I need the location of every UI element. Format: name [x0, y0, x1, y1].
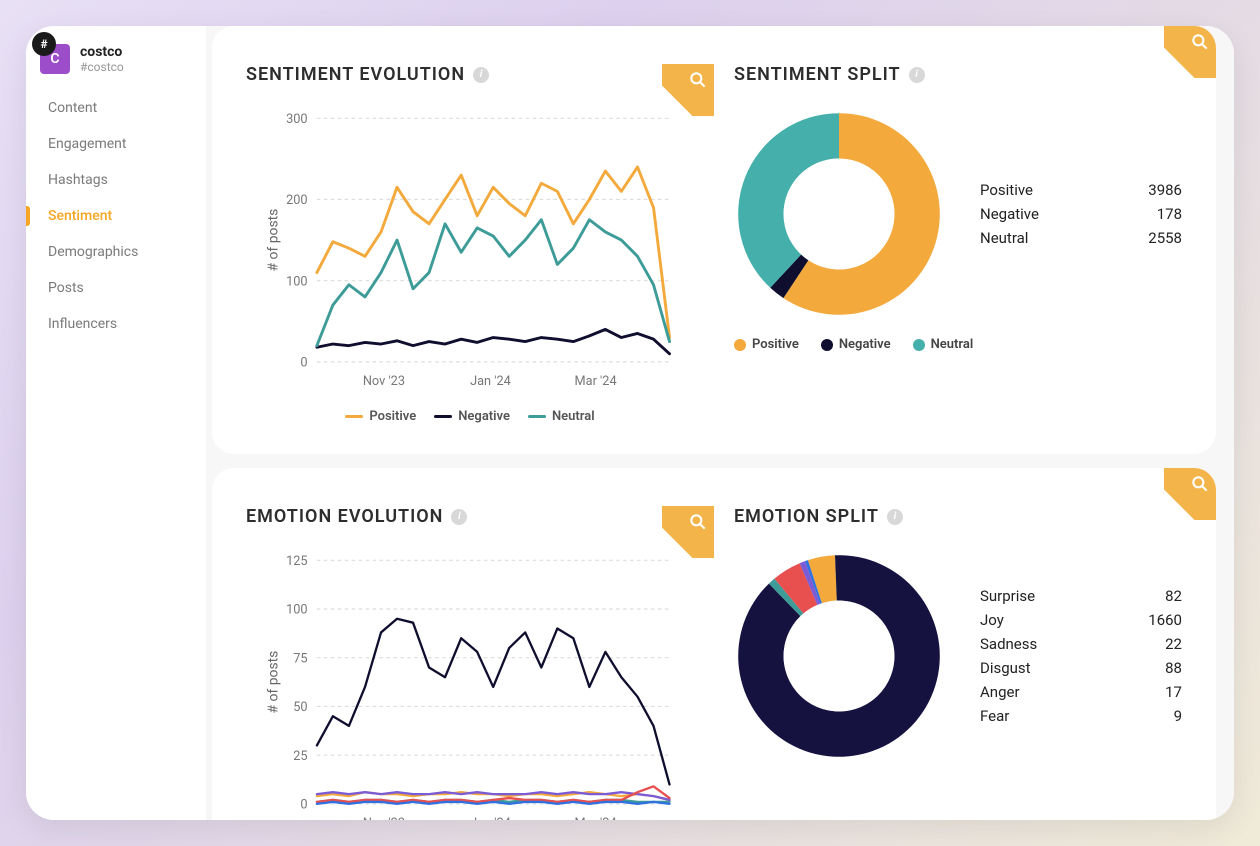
panel-title: EMOTION SPLIT: [734, 506, 879, 527]
svg-text:75: 75: [293, 651, 307, 666]
svg-text:0: 0: [300, 798, 307, 813]
svg-text:Nov '23: Nov '23: [363, 374, 405, 389]
sidebar-item-hashtags[interactable]: Hashtags: [26, 162, 206, 198]
svg-text:Jan '24: Jan '24: [470, 816, 511, 820]
sidebar-nav: ContentEngagementHashtagsSentimentDemogr…: [26, 90, 206, 342]
search-icon: [1190, 474, 1210, 494]
sentiment-legend: Positive Negative Neutral: [246, 409, 694, 424]
sidebar-item-engagement[interactable]: Engagement: [26, 126, 206, 162]
emotion-donut-chart: [734, 551, 944, 761]
panel-title: EMOTION EVOLUTION: [246, 506, 443, 527]
app-root: # C costco #costco ContentEngagementHash…: [26, 26, 1234, 820]
sentiment-donut-chart: [734, 109, 944, 319]
legend-item[interactable]: Neutral: [913, 337, 974, 352]
svg-text:# of posts: # of posts: [265, 651, 281, 714]
sidebar-item-content[interactable]: Content: [26, 90, 206, 126]
emotion-split-panel: EMOTION SPLIT i Surprise82Joy1660Sadness…: [734, 506, 1182, 820]
sentiment-card: SENTIMENT EVOLUTION i 0 100 200 300 Nov '23 J…: [212, 26, 1216, 454]
svg-text:100: 100: [286, 603, 308, 618]
svg-text:125: 125: [286, 554, 308, 569]
sidebar-item-posts[interactable]: Posts: [26, 270, 206, 306]
legend-item[interactable]: Negative: [434, 409, 510, 424]
sidebar-item-demographics[interactable]: Demographics: [26, 234, 206, 270]
svg-text:25: 25: [293, 749, 307, 764]
emotion-line-chart: 0 25 50 75 100 125 Nov '23 Jan '24 Mar '24 # of p…: [246, 551, 694, 820]
sidebar-item-sentiment[interactable]: Sentiment: [26, 198, 206, 234]
svg-text:0: 0: [300, 356, 307, 371]
svg-text:Mar '24: Mar '24: [574, 374, 616, 389]
svg-text:50: 50: [293, 700, 307, 715]
svg-text:200: 200: [286, 193, 308, 208]
info-icon[interactable]: i: [473, 67, 489, 83]
legend-item[interactable]: Neutral: [528, 409, 595, 424]
legend-item[interactable]: Positive: [345, 409, 416, 424]
stats-row: Negative178: [980, 202, 1182, 226]
legend-item[interactable]: Negative: [821, 337, 891, 352]
svg-text:# of posts: # of posts: [265, 209, 281, 272]
stats-row: Positive3986: [980, 178, 1182, 202]
stats-row: Fear9: [980, 704, 1182, 728]
svg-text:300: 300: [286, 112, 308, 127]
profile-name: costco: [80, 44, 124, 60]
emotion-evolution-panel: EMOTION EVOLUTION i 0 25 50 75 100 125 Nov '23…: [246, 506, 694, 820]
info-icon[interactable]: i: [909, 67, 925, 83]
stats-row: Neutral2558: [980, 226, 1182, 250]
hashtag-badge-icon: #: [32, 32, 56, 56]
legend-item[interactable]: Positive: [734, 337, 799, 352]
stats-row: Disgust88: [980, 656, 1182, 680]
panel-title: SENTIMENT EVOLUTION: [246, 64, 465, 85]
sidebar: # C costco #costco ContentEngagementHash…: [26, 26, 206, 820]
stats-row: Sadness22: [980, 632, 1182, 656]
sentiment-split-panel: SENTIMENT SPLIT i Positive3986Negative17…: [734, 64, 1182, 424]
panel-search-button[interactable]: [1164, 468, 1216, 520]
stats-row: Surprise82: [980, 584, 1182, 608]
emotion-stats: Surprise82Joy1660Sadness22Disgust88Anger…: [980, 584, 1182, 728]
sentiment-line-chart: 0 100 200 300 Nov '23 Jan '24 Mar '24 # of post…: [246, 109, 694, 399]
sidebar-item-influencers[interactable]: Influencers: [26, 306, 206, 342]
info-icon[interactable]: i: [451, 509, 467, 525]
panel-title: SENTIMENT SPLIT: [734, 64, 901, 85]
sentiment-donut-legend: Positive Negative Neutral: [734, 337, 994, 352]
profile-tag: #costco: [80, 60, 124, 74]
info-icon[interactable]: i: [887, 509, 903, 525]
svg-text:Nov '23: Nov '23: [363, 816, 405, 820]
svg-text:Mar '24: Mar '24: [574, 816, 616, 820]
svg-text:Jan '24: Jan '24: [470, 374, 511, 389]
stats-row: Joy1660: [980, 608, 1182, 632]
svg-text:100: 100: [286, 274, 308, 289]
main-content: SENTIMENT EVOLUTION i 0 100 200 300 Nov '23 J…: [206, 26, 1234, 820]
panel-search-button[interactable]: [662, 506, 714, 558]
emotion-card: EMOTION EVOLUTION i 0 25 50 75 100 125 Nov '23…: [212, 468, 1216, 820]
panel-search-button[interactable]: [662, 64, 714, 116]
search-icon: [688, 70, 708, 90]
search-icon: [1190, 32, 1210, 52]
profile-text: costco #costco: [80, 44, 124, 74]
stats-row: Anger17: [980, 680, 1182, 704]
panel-search-button[interactable]: [1164, 26, 1216, 78]
sentiment-stats: Positive3986Negative178Neutral2558: [980, 178, 1182, 250]
search-icon: [688, 512, 708, 532]
sentiment-evolution-panel: SENTIMENT EVOLUTION i 0 100 200 300 Nov '23 J…: [246, 64, 694, 424]
